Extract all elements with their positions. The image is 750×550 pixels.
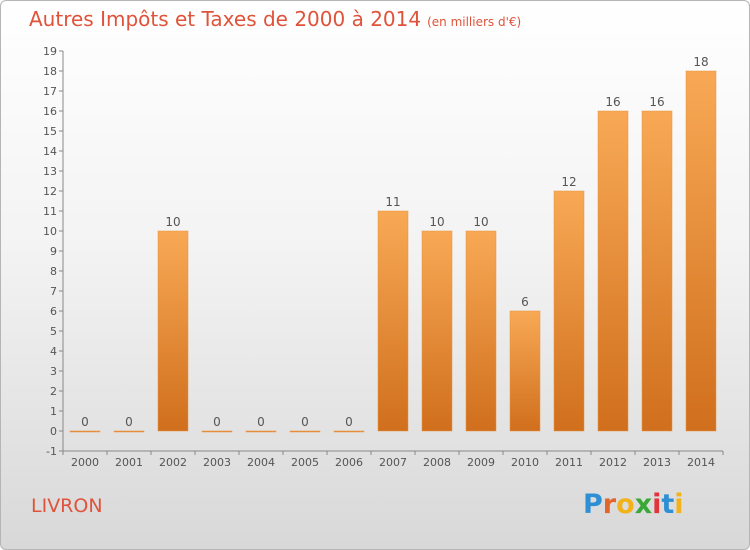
bar [157,230,189,432]
y-tick-label: 17 [43,85,57,98]
bar [641,110,673,432]
bar [509,310,541,432]
x-tick-label: 2005 [291,456,319,469]
bar-value-label: 10 [165,215,180,229]
y-tick-label: 6 [50,305,57,318]
x-tick-label: 2010 [511,456,539,469]
bar-value-label: 16 [649,95,664,109]
chart-title: Autres Impôts et Taxes de 2000 à 2014 (en… [29,7,521,31]
bar-value-label: 0 [125,415,133,429]
bar-value-label: 12 [561,175,576,189]
x-tick-label: 2006 [335,456,363,469]
y-tick-label: 8 [50,265,57,278]
bar-value-label: 18 [693,55,708,69]
bar-value-label: 6 [521,295,529,309]
bar [553,190,585,432]
bar [113,430,145,433]
bar [421,230,453,432]
x-tick-label: 2002 [159,456,187,469]
bar [69,430,101,433]
y-tick-label: 12 [43,185,57,198]
y-tick-label: 19 [43,45,57,58]
y-tick-label: 4 [50,345,57,358]
x-tick-label: 2000 [71,456,99,469]
y-tick-label: 2 [50,385,57,398]
x-tick-label: 2013 [643,456,671,469]
bar-value-label: 11 [385,195,400,209]
bar [289,430,321,433]
x-tick-label: 2009 [467,456,495,469]
x-tick-label: 2008 [423,456,451,469]
place-name: LIVRON [31,495,103,517]
bar [245,430,277,433]
y-tick-label: 9 [50,245,57,258]
y-tick-label: 16 [43,105,57,118]
bar [597,110,629,432]
bar [201,430,233,433]
y-tick-label: 15 [43,125,57,138]
y-tick-label: 14 [43,145,57,158]
logo-letter: x [634,489,653,520]
y-tick-label: 1 [50,405,57,418]
y-tick-label: 18 [43,65,57,78]
logo-letter: r [602,489,617,520]
bar-value-label: 0 [257,415,265,429]
bar-value-label: 10 [473,215,488,229]
bar-value-label: 0 [345,415,353,429]
x-tick-label: 2014 [687,456,715,469]
x-tick-label: 2003 [203,456,231,469]
bar [685,70,717,432]
x-tick-label: 2011 [555,456,583,469]
logo-letter: t [661,489,675,520]
bar [465,230,497,432]
x-tick-label: 2007 [379,456,407,469]
logo-letter: o [616,489,635,520]
y-tick-label: 7 [50,285,57,298]
y-tick-label: -1 [46,445,57,458]
proxiti-logo: Proxiti [583,489,684,520]
chart-subtitle: (en milliers d'€) [427,15,522,29]
bar [333,430,365,433]
chart-title-text: Autres Impôts et Taxes de 2000 à 2014 [29,7,422,31]
bar-value-label: 0 [213,415,221,429]
y-tick-label: 0 [50,425,57,438]
bar-value-label: 0 [81,415,89,429]
x-tick-label: 2004 [247,456,275,469]
bar [377,210,409,432]
x-tick-label: 2001 [115,456,143,469]
bar-value-label: 0 [301,415,309,429]
logo-letter: i [674,489,684,520]
bar-value-label: 16 [605,95,620,109]
y-tick-label: 3 [50,365,57,378]
logo-letter: i [652,489,662,520]
bar-value-label: 10 [429,215,444,229]
y-tick-label: 11 [43,205,57,218]
x-tick-label: 2012 [599,456,627,469]
y-tick-label: 13 [43,165,57,178]
y-tick-label: 5 [50,325,57,338]
y-tick-label: 10 [43,225,57,238]
logo-letter: P [583,489,603,520]
